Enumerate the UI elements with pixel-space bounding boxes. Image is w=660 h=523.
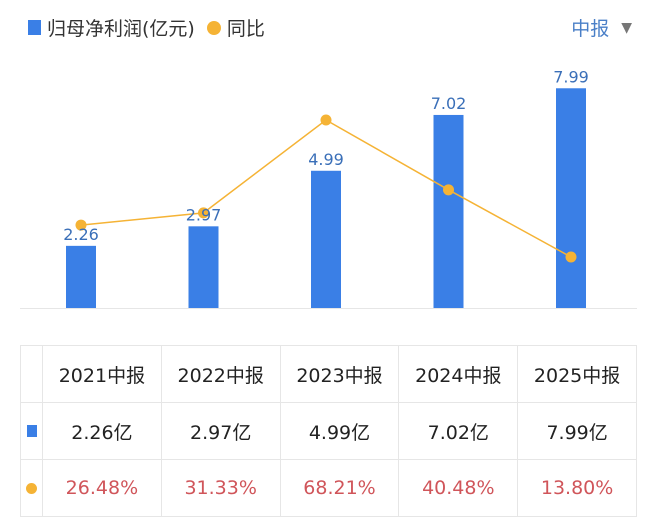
bar-value-label: 4.99 — [308, 150, 344, 169]
bar-series-marker — [26, 425, 37, 437]
data-table: 2021中报 2022中报 2023中报 2024中报 2025中报 2.26亿… — [20, 345, 637, 517]
yoy-row: 26.48% 31.33% 68.21% 40.48% 13.80% — [20, 459, 637, 517]
period-selector[interactable]: 中报 ▼ — [571, 14, 632, 41]
line-series-marker — [26, 483, 37, 494]
bar — [311, 170, 341, 308]
bar — [188, 226, 219, 308]
header-cell: 2022中报 — [160, 345, 281, 403]
profit-cell: 7.02亿 — [398, 402, 519, 460]
period-selector-value: 中报 — [571, 18, 610, 40]
table-header-row: 2021中报 2022中报 2023中报 2024中报 2025中报 — [20, 345, 637, 403]
profit-cell: 4.99亿 — [279, 402, 400, 460]
header-cell: 2025中报 — [517, 345, 637, 403]
yoy-point — [565, 251, 577, 263]
profit-cell: 2.26亿 — [42, 402, 162, 460]
bar-legend-label: 归母净利润(亿元) — [47, 18, 195, 40]
bar-value-label: 2.26 — [63, 225, 99, 244]
profit-cell: 2.97亿 — [160, 402, 281, 460]
yoy-point — [75, 219, 87, 231]
legend: 归母净利润(亿元) 同比 — [28, 14, 265, 41]
yoy-point — [320, 114, 332, 126]
bar — [433, 114, 464, 308]
yoy-point — [198, 207, 209, 219]
caret-down-icon: ▼ — [621, 19, 632, 36]
bar-value-label: 7.02 — [431, 94, 467, 113]
bar-legend-swatch — [28, 20, 41, 35]
yoy-cell: 13.80% — [517, 459, 637, 517]
yoy-cell: 68.21% — [279, 459, 400, 517]
bar — [66, 245, 96, 308]
yoy-cell: 26.48% — [42, 459, 162, 517]
profit-cell: 7.99亿 — [517, 402, 637, 460]
bar-value-label: 7.99 — [553, 67, 589, 86]
chart: 2.26 2.97 4.99 7.02 7.99 — [20, 67, 637, 309]
yoy-cell: 40.48% — [398, 459, 519, 517]
header-cell: 2023中报 — [279, 345, 400, 403]
bar — [556, 88, 586, 309]
yoy-cell: 31.33% — [160, 459, 281, 517]
line-legend-label: 同比 — [226, 18, 265, 40]
profit-row: 2.26亿 2.97亿 4.99亿 7.02亿 7.99亿 — [20, 402, 637, 460]
line-legend-swatch — [206, 20, 221, 35]
header-cell: 2021中报 — [42, 345, 162, 403]
header-cell: 2024中报 — [398, 345, 519, 403]
bar-value-label: 2.97 — [186, 205, 222, 224]
yoy-point — [443, 184, 454, 196]
